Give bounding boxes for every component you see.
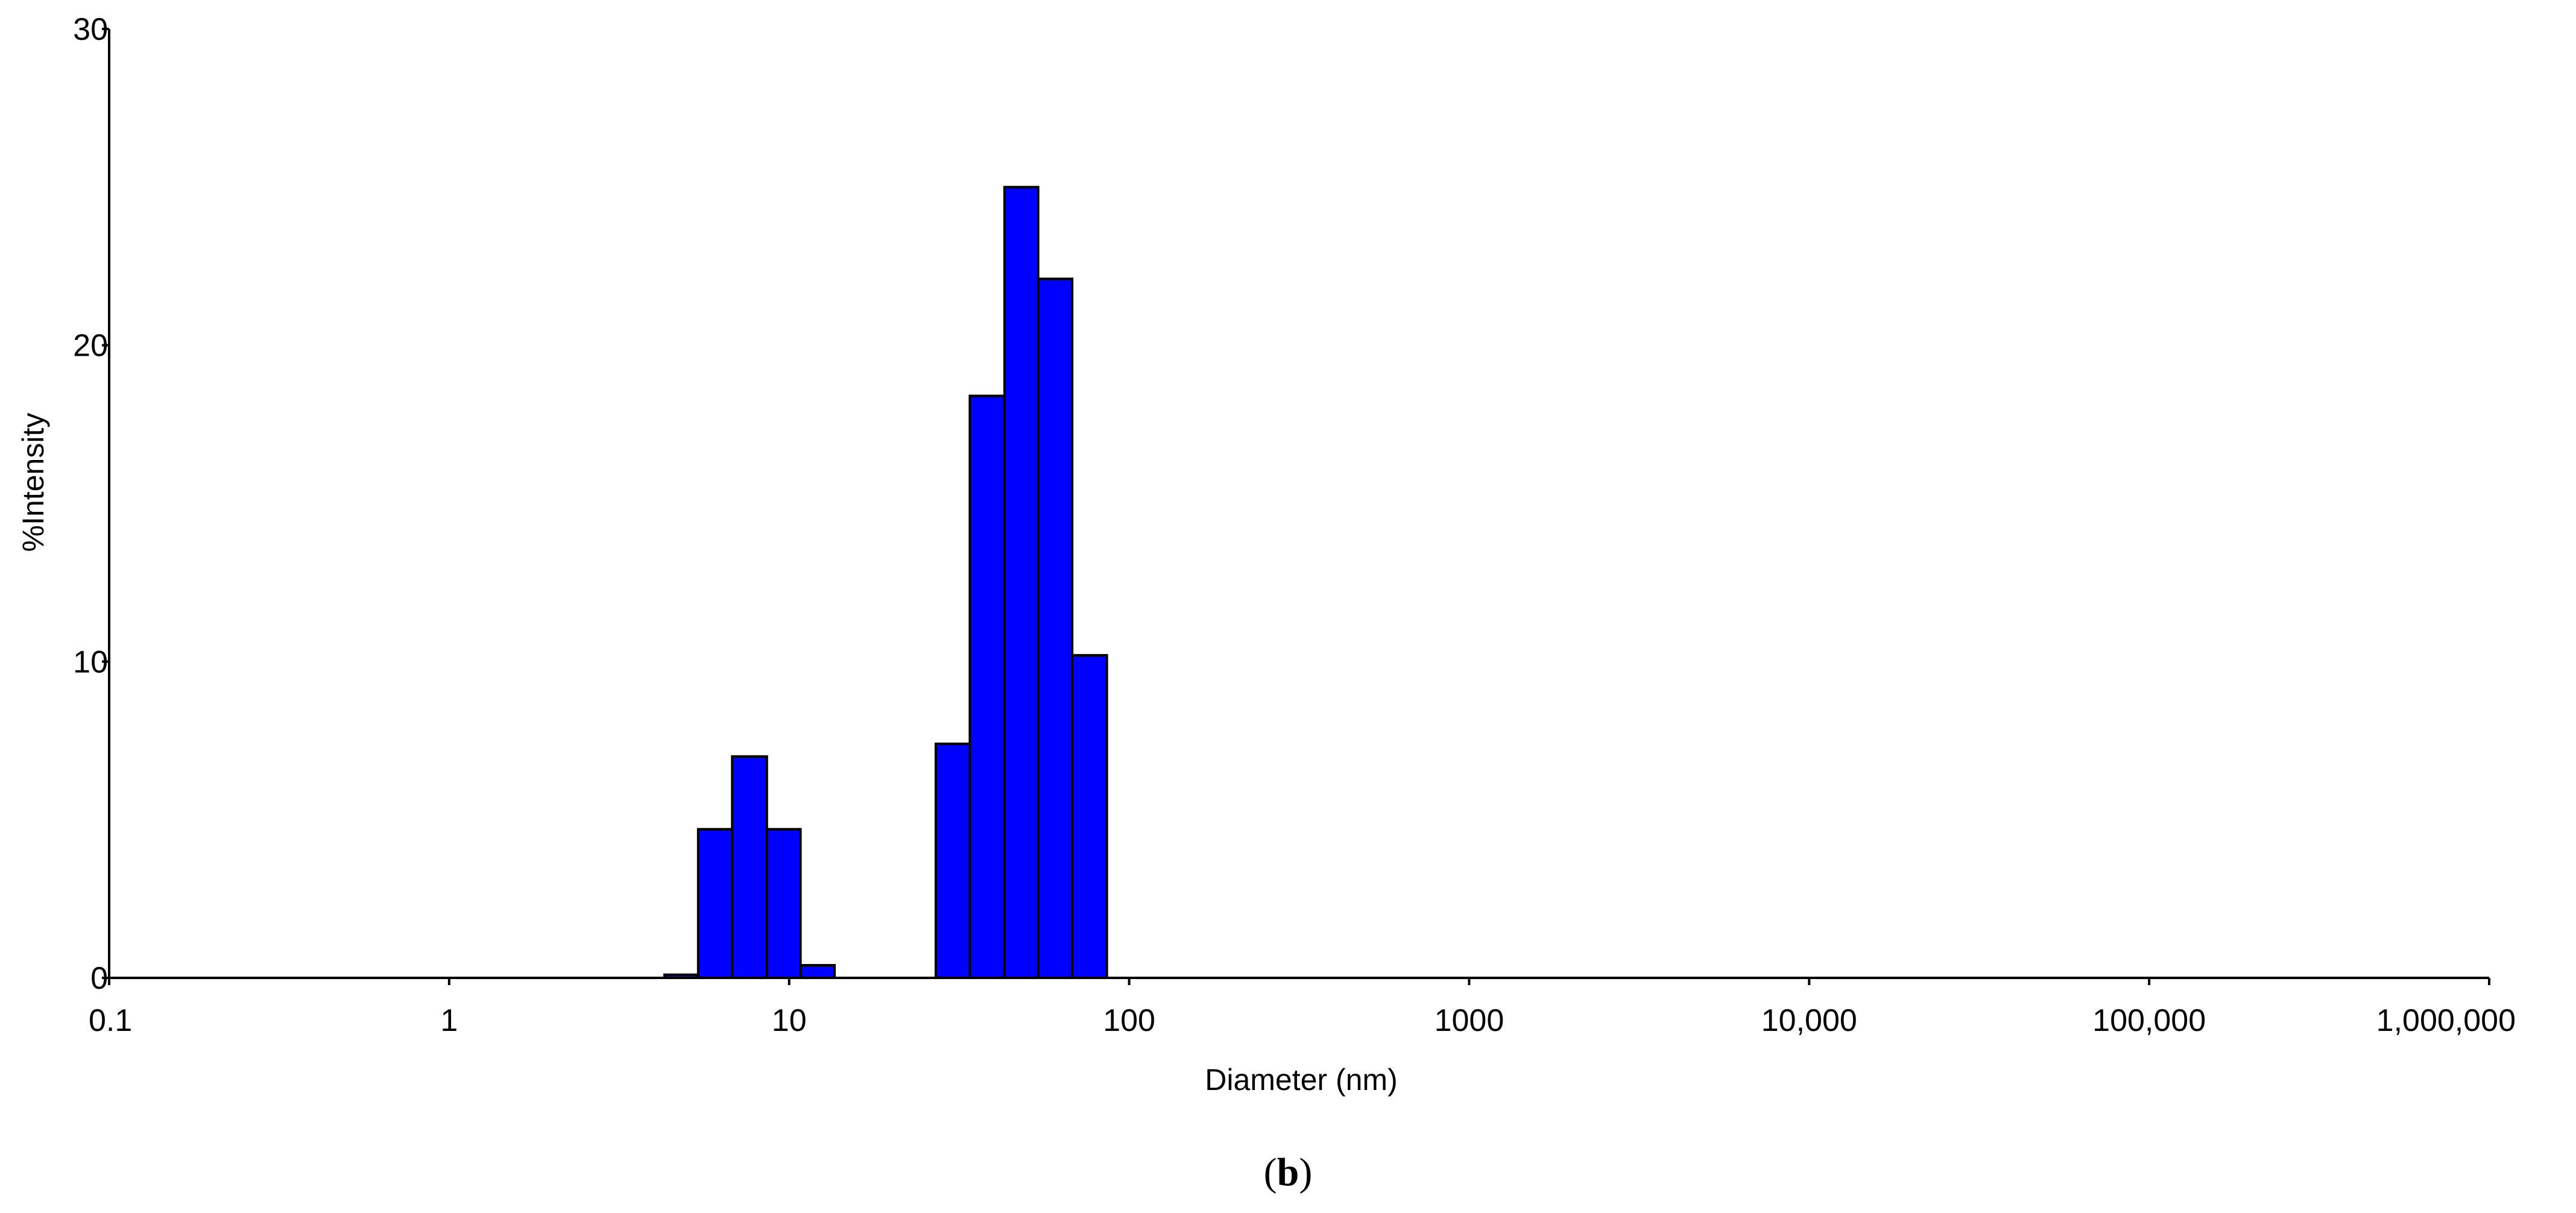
caption-close: )	[1299, 1150, 1312, 1194]
caption-open: (	[1264, 1150, 1277, 1194]
x-tick-label-7: 1,000,000	[2376, 1003, 2516, 1038]
y-axis-title: %Intensity	[16, 413, 50, 552]
x-tick-label-2: 10	[772, 1003, 807, 1038]
x-tick-label-6: 100,000	[2092, 1003, 2206, 1038]
x-tick-label-5: 10,000	[1761, 1003, 1857, 1038]
y-ticks: 0 10 20 30	[73, 12, 109, 996]
histogram-bar-2	[696, 828, 734, 979]
x-tick-label-4: 1000	[1435, 1003, 1504, 1038]
y-tick-label-0: 0	[90, 961, 108, 996]
bars-layer	[663, 186, 1108, 980]
histogram-bar-4	[765, 828, 802, 979]
x-tick-label-1: 1	[440, 1003, 458, 1038]
histogram-bar-8	[1003, 186, 1040, 979]
caption-letter: b	[1277, 1150, 1299, 1194]
histogram-bar-5	[799, 964, 836, 979]
histogram-bar-6	[934, 742, 971, 980]
x-ticks: 0.1 1 10 100 1000 10,000 100,000 1,000,000	[89, 978, 2516, 1038]
histogram-bar-10	[1071, 654, 1108, 979]
x-axis-title: Diameter (nm)	[1205, 1063, 1397, 1097]
y-tick-label-1: 10	[73, 644, 108, 679]
histogram-bar-7	[968, 394, 1006, 979]
histogram-bar-9	[1037, 277, 1074, 979]
y-tick-label-3: 30	[73, 12, 108, 47]
x-tick-label-0: 0.1	[89, 1003, 132, 1038]
figure-caption: (b)	[1264, 1150, 1313, 1194]
y-tick-label-2: 20	[73, 329, 108, 364]
x-tick-label-3: 100	[1103, 1003, 1155, 1038]
histogram-bar-3	[731, 755, 768, 979]
